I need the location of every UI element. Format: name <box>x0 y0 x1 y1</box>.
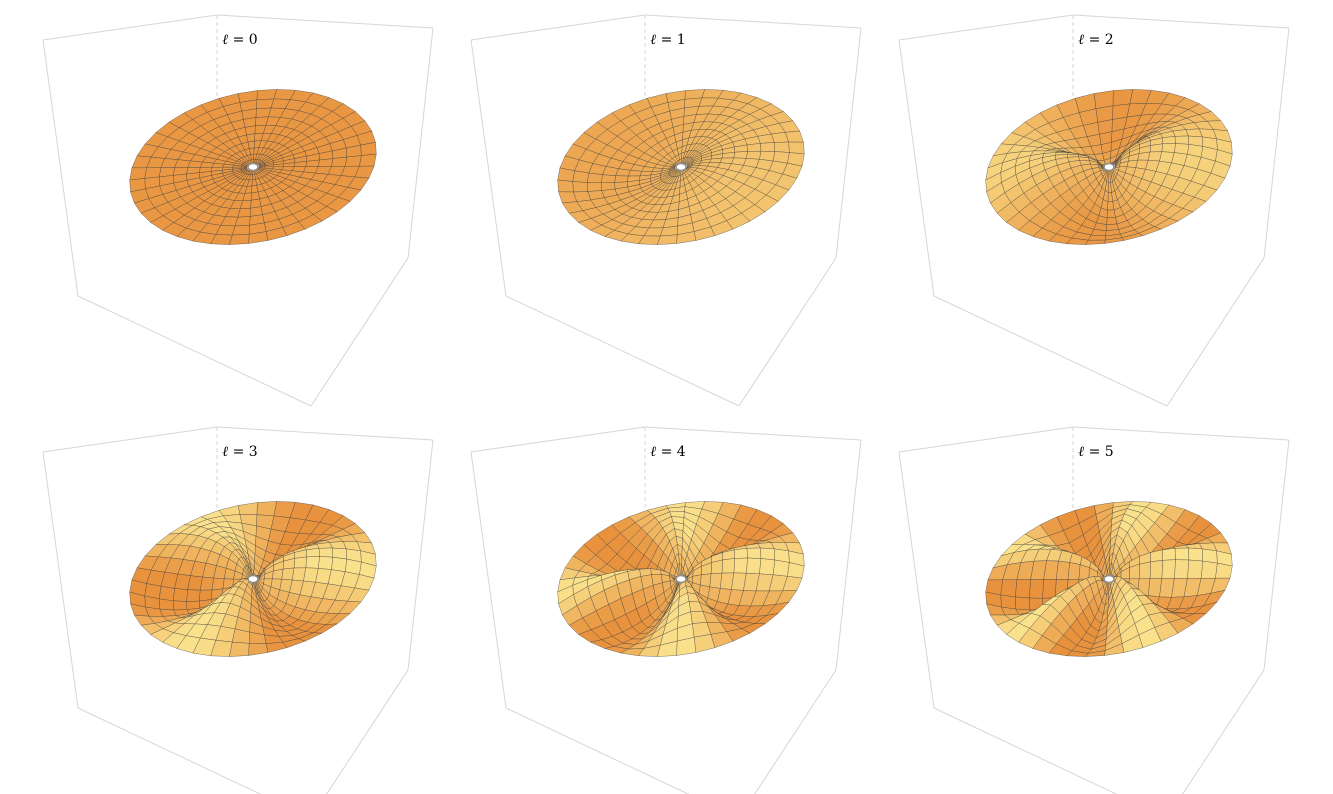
panel-label: ℓ = 1 <box>650 32 685 49</box>
panel-label: ℓ = 0 <box>222 32 257 49</box>
center-hole <box>248 164 258 171</box>
label-value: 4 <box>677 444 686 460</box>
label-equals: = <box>1084 444 1105 460</box>
label-value: 1 <box>677 32 686 48</box>
label-equals: = <box>1084 32 1105 48</box>
plot-panel-l5: ℓ = 5 <box>891 422 1319 794</box>
center-hole <box>248 576 258 583</box>
label-equals: = <box>228 444 249 460</box>
center-hole <box>676 576 686 583</box>
center-hole <box>676 164 686 171</box>
panel-label: ℓ = 3 <box>222 444 257 461</box>
label-value: 2 <box>1105 32 1114 48</box>
center-hole <box>1104 164 1114 171</box>
center-hole <box>1104 576 1114 583</box>
plot-panel-l1: ℓ = 1 <box>463 10 891 382</box>
label-equals: = <box>656 444 677 460</box>
label-equals: = <box>656 32 677 48</box>
label-value: 0 <box>249 32 258 48</box>
panel-label: ℓ = 4 <box>650 444 685 461</box>
plot-panel-l4: ℓ = 4 <box>463 422 891 794</box>
label-equals: = <box>228 32 249 48</box>
plot-panel-l2: ℓ = 2 <box>891 10 1319 382</box>
label-value: 5 <box>1105 444 1114 460</box>
plot-panel-l0: ℓ = 0 <box>35 10 463 382</box>
panel-label: ℓ = 2 <box>1078 32 1113 49</box>
label-value: 3 <box>249 444 258 460</box>
surface-plot-l3 <box>35 422 463 794</box>
surface-plot-l2 <box>891 10 1319 382</box>
surface-plot-l5 <box>891 422 1319 794</box>
surface-plot-l1 <box>463 10 891 382</box>
panel-label: ℓ = 5 <box>1078 444 1113 461</box>
surface-plot-l0 <box>35 10 463 382</box>
surface-plot-l4 <box>463 422 891 794</box>
plot-panel-l3: ℓ = 3 <box>35 422 463 794</box>
